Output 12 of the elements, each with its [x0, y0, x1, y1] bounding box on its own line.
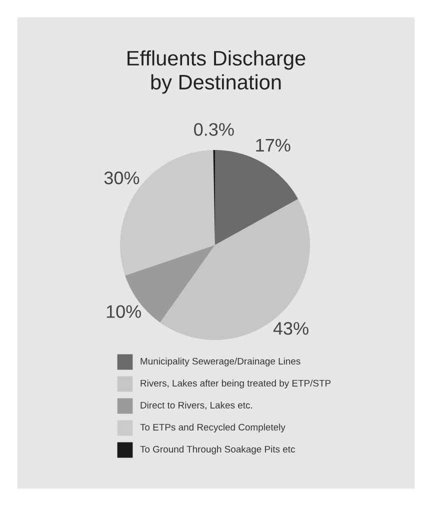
data-label: 0.3% — [194, 123, 234, 136]
data-label: 43% — [273, 322, 308, 335]
legend-label: Rivers, Lakes after being treated by ETP/STP — [140, 380, 331, 388]
legend-label: To Ground Through Soakage Pits etc — [140, 446, 295, 454]
data-label: 17% — [256, 138, 290, 152]
data-label: 10% — [106, 305, 142, 318]
data-label: 30% — [104, 172, 140, 184]
legend-label: Municipality Sewerage/Drainage Lines — [140, 358, 300, 366]
legend-label: Direct to Rivers, Lakes etc. — [140, 402, 252, 410]
legend-label: To ETPs and Recycled Completely — [140, 424, 286, 432]
pie-slice — [215, 150, 298, 245]
chart-title: Effluents Discharge by Destination — [128, 50, 306, 94]
